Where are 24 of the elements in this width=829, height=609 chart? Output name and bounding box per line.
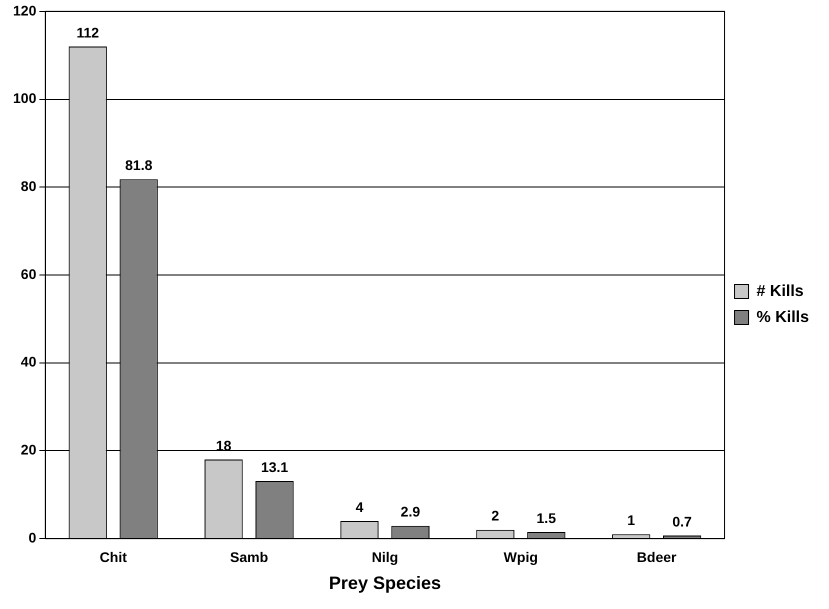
y-tick-label: 120 [13, 2, 37, 18]
x-tick-label: Bdeer [636, 548, 678, 565]
y-tick-label: 60 [20, 266, 37, 282]
data-label: 1.5 [536, 510, 556, 526]
x-tick-label: Nilg [372, 548, 398, 565]
y-tick-label: 80 [20, 178, 37, 194]
x-tick-label: Samb [230, 548, 268, 565]
x-tick-label: Chit [100, 548, 128, 565]
y-tick-label: 20 [20, 442, 37, 458]
legend-label: # Kills [756, 282, 804, 300]
x-axis-title: Prey Species [328, 573, 441, 594]
data-label: 2 [491, 508, 500, 524]
y-tick-label: 40 [20, 354, 37, 370]
x-tick-label: Wpig [504, 548, 538, 565]
data-label: 13.1 [260, 458, 288, 475]
data-label: 0.7 [672, 513, 692, 530]
data-label: 81.8 [125, 157, 153, 174]
y-tick-label: 0 [28, 529, 37, 546]
data-label: 112 [76, 24, 100, 40]
data-label: 1 [627, 512, 636, 528]
y-tick-label: 100 [13, 90, 37, 106]
data-label: 2.9 [400, 504, 420, 520]
legend-label: % Kills [756, 308, 810, 326]
data-label: 4 [356, 498, 364, 515]
